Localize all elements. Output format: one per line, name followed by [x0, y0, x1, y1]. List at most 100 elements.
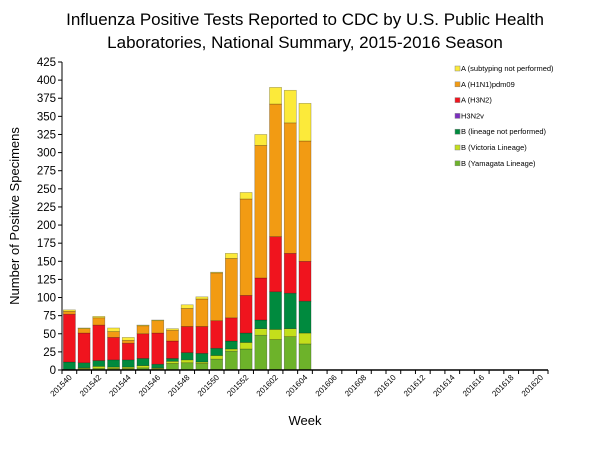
bar-segment-b-lineage-not-performed-201601 [254, 319, 268, 329]
bar-segment-a-h3n2-201547 [166, 340, 179, 359]
y-tick-label: 200 [37, 220, 56, 232]
bar-segment-a-h3n2-201545 [136, 333, 150, 359]
bar-segment-a-subtyping-not-performed-201602 [269, 87, 282, 105]
bar-segment-a-h3n2-201549 [195, 326, 209, 354]
bar-segment-b-lineage-not-performed-201540 [63, 361, 76, 370]
x-tick-label: 201546 [137, 373, 163, 399]
bar-segment-a-h1n1-pdm09-201543 [107, 331, 120, 338]
y-tick-label: 50 [43, 329, 56, 341]
bar-segment-a-subtyping-not-performed-201551 [225, 253, 238, 259]
y-tick-label: 175 [37, 238, 56, 250]
bar-segment-b-yamagata-lineage-201551 [225, 350, 238, 371]
bar-segment-b-yamagata-lineage-201603 [283, 336, 297, 371]
x-tick-label: 201620 [520, 373, 546, 399]
bar-segment-b-lineage-not-performed-201546 [151, 363, 165, 369]
legend-swatch [454, 144, 461, 151]
bar-segment-a-h3n2-201546 [151, 332, 165, 365]
bar-segment-a-subtyping-not-performed-201542 [92, 316, 106, 319]
bar-segment-a-h3n2-201552 [239, 295, 253, 334]
bar-segment-a-h3n2-201601 [254, 277, 268, 321]
chart-title-line-1: Influenza Positive Tests Reported to CDC… [66, 10, 544, 29]
bar-segment-a-h1n1-pdm09-201545 [136, 325, 150, 335]
bar-segment-a-subtyping-not-performed-201547 [166, 328, 179, 331]
bar-segment-b-lineage-not-performed-201602 [269, 291, 282, 330]
y-tick-label: 400 [37, 75, 56, 87]
bar-segment-a-subtyping-not-performed-201544 [121, 337, 135, 341]
x-tick-label: 201550 [196, 373, 222, 399]
bar-segment-a-h1n1-pdm09-201540 [63, 310, 76, 315]
bar-segment-a-h1n1-pdm09-201603 [283, 122, 297, 254]
bar-segment-b-lineage-not-performed-201548 [180, 352, 194, 361]
bar-segment-b-yamagata-lineage-201604 [298, 343, 312, 371]
legend-label: B (Victoria Lineage) [461, 143, 527, 152]
y-tick-label: 75 [43, 311, 56, 323]
bar-segment-a-h1n1-pdm09-201551 [225, 258, 238, 319]
bar-segment-b-lineage-not-performed-201543 [107, 359, 120, 368]
bar-segment-b-yamagata-lineage-201550 [210, 358, 223, 371]
bar-segment-b-yamagata-lineage-201547 [166, 363, 179, 371]
bar-segment-a-h3n2-201540 [63, 313, 76, 363]
bar-segment-b-lineage-not-performed-201542 [92, 360, 106, 367]
bar-segment-b-victoria-lineage-201548 [180, 359, 194, 364]
bar-segment-b-victoria-lineage-201551 [225, 348, 238, 352]
y-tick-label: 250 [37, 184, 56, 196]
y-tick-label: 150 [37, 256, 56, 268]
legend-label: B (Yamagata Lineage) [461, 159, 536, 168]
bar-segment-a-h3n2-201548 [180, 326, 194, 353]
bar-segment-b-victoria-lineage-201602 [269, 329, 282, 340]
bar-segment-b-victoria-lineage-201547 [166, 361, 179, 364]
bar-segment-b-victoria-lineage-201550 [210, 355, 223, 360]
bar-segment-b-victoria-lineage-201542 [92, 366, 106, 369]
bar-segment-b-lineage-not-performed-201545 [136, 358, 150, 366]
legend-swatch [454, 113, 461, 119]
x-tick-label: 201602 [255, 373, 281, 399]
y-tick-label: 0 [50, 365, 56, 377]
bar-segment-a-subtyping-not-performed-201541 [77, 327, 91, 329]
x-tick-label: 201618 [490, 373, 516, 399]
bar-segment-a-h3n2-201541 [77, 332, 91, 364]
bar-segment-a-subtyping-not-performed-201604 [298, 103, 312, 142]
bar-segment-a-h3n2-201544 [121, 342, 135, 361]
bar-segment-a-h1n1-pdm09-201548 [180, 308, 194, 327]
chart-title-line-2: Laboratories, National Summary, 2015-201… [107, 33, 503, 52]
y-tick-label: 425 [37, 57, 56, 69]
legend-label: A (subtyping not performed) [461, 64, 554, 73]
y-tick-label: 325 [37, 129, 56, 141]
bar-segment-a-subtyping-not-performed-201540 [63, 309, 76, 312]
bar-segment-b-victoria-lineage-201604 [298, 332, 312, 345]
bar-segment-a-h3n2-201602 [269, 236, 282, 293]
bar-segment-a-subtyping-not-performed-201548 [180, 304, 194, 309]
bar-segment-b-lineage-not-performed-201603 [283, 292, 297, 329]
x-tick-label: 201606 [314, 373, 340, 399]
x-tick-label: 201604 [284, 373, 310, 399]
bar-segment-b-yamagata-lineage-201552 [239, 348, 253, 371]
bar-segment-b-victoria-lineage-201601 [254, 328, 268, 336]
legend-label: A (H3N2) [461, 96, 492, 105]
bar-segment-a-h3n2-201603 [283, 253, 297, 294]
x-tick-label: 201552 [225, 373, 251, 399]
y-tick-label: 225 [37, 202, 56, 214]
bar-segment-a-subtyping-not-performed-201545 [136, 324, 150, 327]
legend-label: H3N2v [461, 111, 484, 120]
bar-segment-b-lineage-not-performed-201544 [121, 359, 135, 368]
x-tick-label: 201614 [431, 373, 457, 399]
bar-segment-a-h1n1-pdm09-201552 [239, 198, 253, 296]
legend-swatch [454, 81, 461, 88]
bar-segment-b-victoria-lineage-201545 [136, 365, 150, 369]
bar-segment-b-lineage-not-performed-201550 [210, 347, 223, 356]
bar-segment-a-subtyping-not-performed-201550 [210, 271, 223, 274]
bar-segment-a-h3n2-201550 [210, 320, 223, 349]
bar-segment-b-victoria-lineage-201541 [77, 367, 91, 369]
bar-segment-a-h1n1-pdm09-201541 [77, 328, 91, 334]
bar-segment-a-subtyping-not-performed-201549 [195, 296, 209, 300]
bar-segment-b-yamagata-lineage-201602 [269, 339, 282, 371]
legend-label: A (H1N1)pdm09 [461, 80, 515, 89]
legend: A (subtyping not performed) A (H1N1)pdm09… [454, 64, 554, 168]
legend-label: B (lineage not performed) [461, 127, 547, 136]
bar-segment-a-subtyping-not-performed-201552 [239, 192, 253, 200]
bar-segment-a-h1n1-pdm09-201604 [298, 140, 312, 262]
legend-swatch [454, 160, 461, 167]
bar-segment-b-lineage-not-performed-201551 [225, 340, 238, 350]
y-tick-label: 300 [37, 148, 56, 160]
